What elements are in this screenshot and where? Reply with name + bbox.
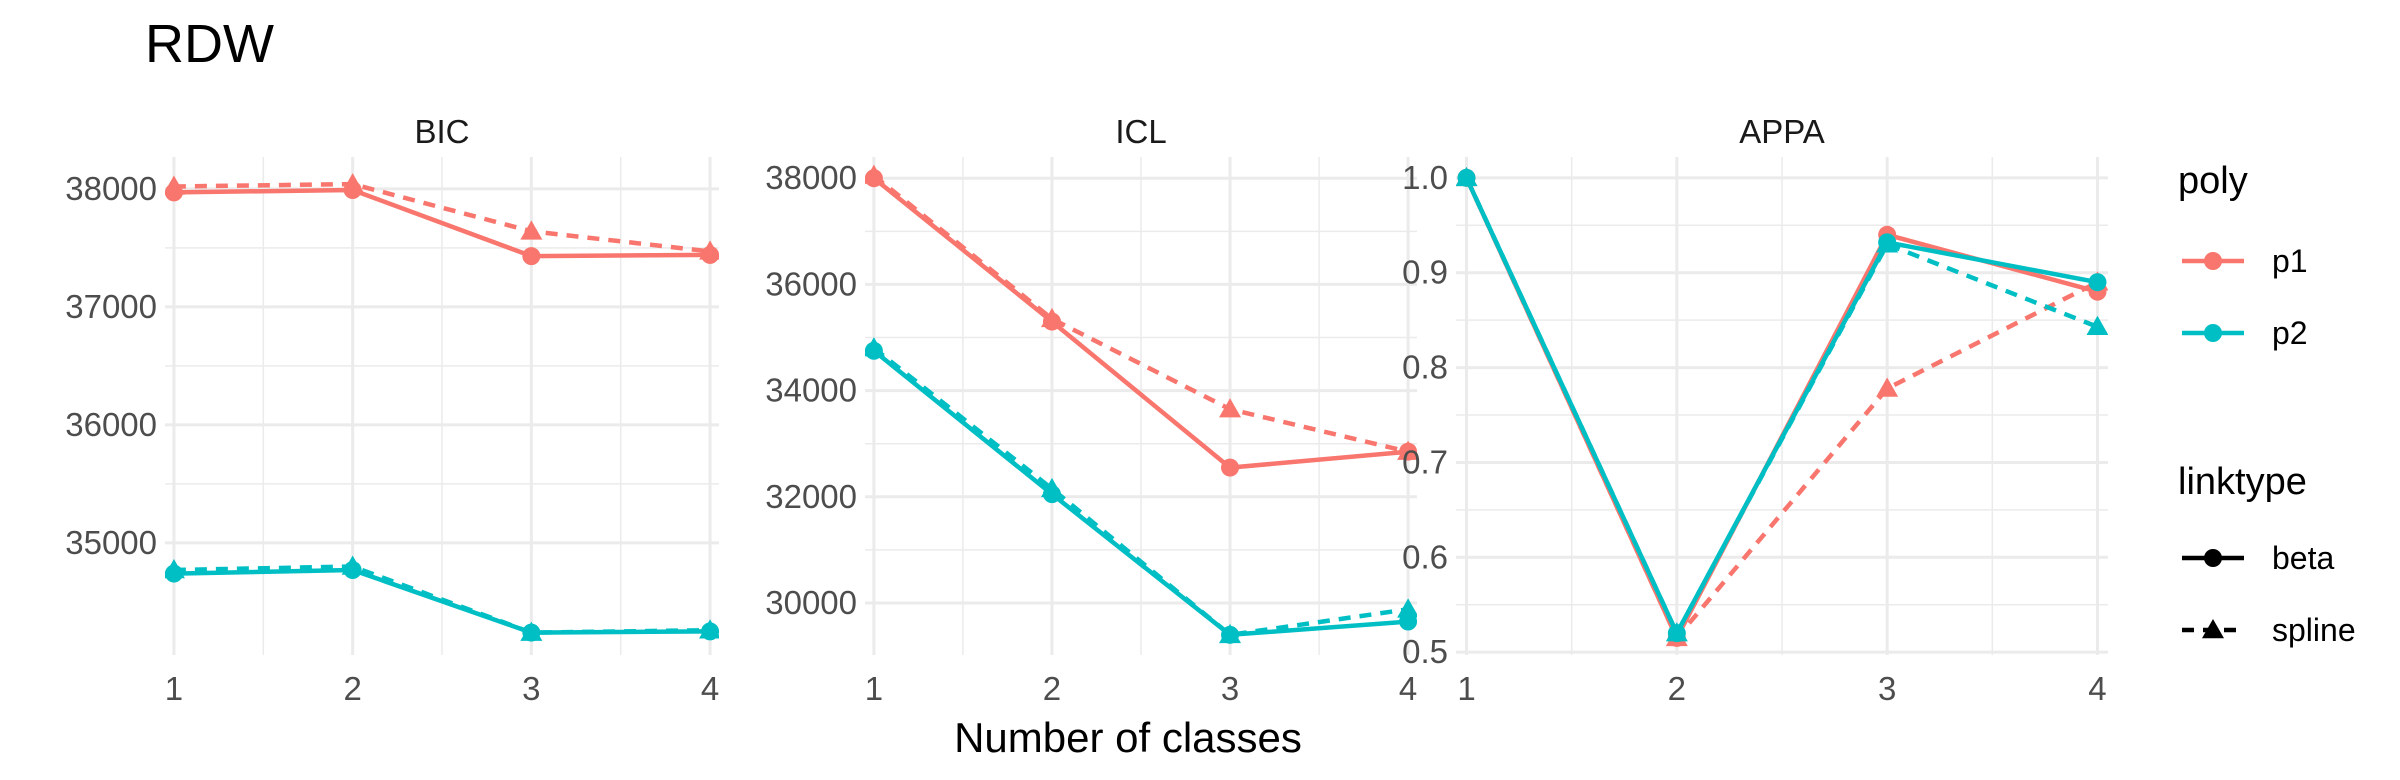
y-tick-label: 36000	[65, 406, 157, 443]
data-point-p2-spline	[341, 555, 364, 575]
data-point-p2-beta	[2088, 273, 2107, 292]
data-point-p1-spline	[1876, 377, 1899, 397]
x-tick-label: 4	[1399, 670, 1417, 707]
y-tick-label: 0.8	[1402, 349, 1448, 386]
strip-label-bic: BIC	[414, 113, 469, 150]
x-tick-label: 3	[522, 670, 540, 707]
data-point-p1-beta	[522, 247, 541, 266]
panel-icl: ICL 30000 32000 34000 36000 38000 1 2 3 4	[765, 113, 1417, 707]
chart-title: RDW	[145, 14, 274, 74]
strip-label-icl: ICL	[1115, 113, 1166, 150]
y-tick-label: 36000	[765, 265, 857, 302]
data-point-p2-spline	[1665, 622, 1688, 642]
legend-item-p1: p1	[2182, 243, 2308, 279]
legend-label-spline: spline	[2272, 612, 2356, 648]
y-tick-label: 32000	[765, 478, 857, 515]
grid-bic	[165, 157, 719, 655]
legend-item-spline: spline	[2182, 612, 2356, 648]
data-point-p1-spline	[341, 173, 364, 193]
y-tick-label: 38000	[765, 159, 857, 196]
data-point-p2-spline	[1219, 623, 1242, 644]
legend-label-p1: p1	[2272, 243, 2308, 279]
legend: poly p1 p2 linktype beta spline	[2178, 160, 2356, 648]
legend-item-p2: p2	[2182, 315, 2308, 351]
data-point-p1-spline	[699, 240, 719, 260]
panel-appa: APPA 0.5 0.6 0.7 0.8 0.9 1.0 1 2 3 4	[1402, 113, 2108, 707]
x-axis-title: Number of classes	[954, 714, 1302, 761]
data-point-p1-spline	[520, 220, 543, 240]
series-group-bic	[165, 173, 719, 642]
legend-poly: poly p1 p2	[2178, 160, 2308, 351]
data-point-p1-spline	[1040, 307, 1063, 328]
x-tick-label: 1	[165, 670, 183, 707]
data-point-p2-spline	[165, 559, 185, 579]
legend-label-beta: beta	[2272, 540, 2334, 576]
x-tick-label: 4	[701, 670, 719, 707]
y-tick-label: 38000	[65, 170, 157, 207]
y-tick-label: 35000	[65, 524, 157, 561]
legend-title-linktype: linktype	[2178, 461, 2307, 503]
y-tick-label: 34000	[765, 372, 857, 409]
series-line-p2-spline	[1464, 176, 2099, 636]
legend-key-point	[2204, 324, 2222, 342]
series-line-p1-spline	[872, 173, 1409, 454]
legend-key-point	[2204, 549, 2222, 567]
legend-label-p2: p2	[2272, 315, 2308, 351]
series-line-p2-spline	[173, 564, 711, 635]
data-point-p2-spline	[1456, 166, 1478, 187]
legend-key-point	[2202, 619, 2224, 639]
legend-title-poly: poly	[2178, 160, 2248, 202]
grid-icl	[865, 157, 1417, 655]
data-point-p1-beta	[1221, 458, 1240, 477]
y-tick-label: 0.6	[1402, 538, 1448, 575]
legend-key-point	[2204, 252, 2222, 270]
x-tick-label: 1	[865, 670, 883, 707]
series-group-icl	[865, 164, 1417, 644]
series-group-appa	[1456, 166, 2108, 647]
strip-label-appa: APPA	[1739, 113, 1825, 150]
panel-bic: BIC 35000 36000 37000 38000 1 2 3 4	[65, 113, 719, 707]
legend-linktype: linktype beta spline	[2178, 461, 2356, 648]
grid-appa	[1456, 157, 2108, 655]
data-point-p2-spline	[2086, 315, 2108, 336]
x-tick-label: 4	[2088, 670, 2106, 707]
y-tick-label: 30000	[765, 584, 857, 621]
series-line-p1-beta	[173, 187, 711, 259]
data-point-p2-spline	[865, 337, 885, 357]
x-tick-label: 1	[1457, 670, 1475, 707]
y-tick-label: 0.5	[1402, 633, 1448, 670]
y-tick-label: 1.0	[1402, 159, 1448, 196]
data-point-p2-spline	[520, 621, 543, 641]
y-tick-label: 37000	[65, 288, 157, 325]
y-tick-label: 0.9	[1402, 254, 1448, 291]
x-tick-label: 2	[343, 670, 361, 707]
x-tick-label: 2	[1043, 670, 1061, 707]
data-point-p1-spline	[165, 175, 185, 195]
panels: BIC 35000 36000 37000 38000 1 2 3 4 ICL 30000 32000…	[65, 113, 2108, 707]
series-line-p2-spline	[872, 346, 1409, 638]
data-point-p1-spline	[865, 164, 885, 184]
data-point-p2-spline	[699, 619, 719, 639]
data-point-p1-spline	[1219, 398, 1242, 418]
data-point-p2-spline	[1876, 233, 1899, 253]
data-point-p2-spline	[1040, 477, 1063, 498]
x-tick-label: 3	[1221, 670, 1239, 707]
y-tick-label: 0.7	[1402, 443, 1448, 480]
data-point-p2-spline	[1397, 598, 1417, 618]
data-point-p1-spline	[1397, 440, 1417, 460]
series-line-p1-spline	[173, 181, 711, 254]
x-tick-label: 3	[1878, 670, 1896, 707]
x-tick-label: 2	[1668, 670, 1686, 707]
legend-item-beta: beta	[2182, 540, 2334, 576]
